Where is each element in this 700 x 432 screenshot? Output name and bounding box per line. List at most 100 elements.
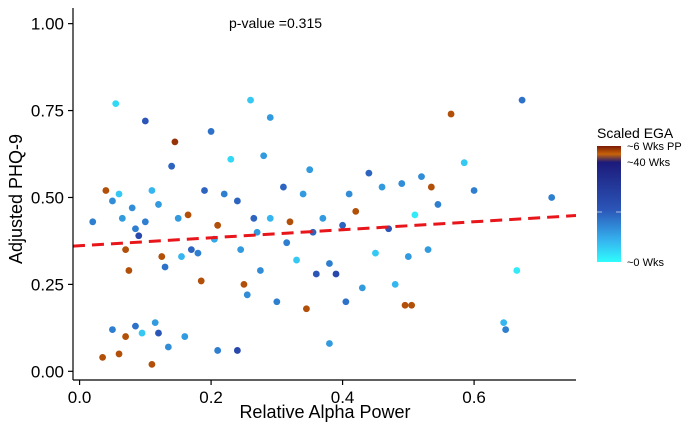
data-point [548,194,556,201]
data-point [171,138,179,146]
data-point [460,159,468,167]
data-point [319,214,327,222]
data-point [326,260,333,267]
legend-label-0wks: ~0 Wks [627,257,664,269]
data-point [220,190,228,198]
data-point [247,96,254,104]
legend-label-6wks-pp: ~6 Wks PP [627,141,682,153]
data-point [128,204,136,212]
x-tick-label: 0.0 [68,388,92,407]
data-point [207,128,215,135]
data-point [233,197,241,205]
data-point [99,354,106,361]
data-point [115,190,123,198]
data-point [470,187,478,194]
y-axis-title: Adjusted PHQ-9 [6,134,26,264]
data-point [408,301,416,309]
data-point [372,249,379,257]
data-point [339,221,346,229]
data-point [102,187,110,194]
data-point [122,246,130,254]
x-tick-label: 0.2 [199,388,223,407]
data-point [411,211,419,219]
data-point [342,298,350,306]
data-point [434,201,442,208]
data-point [227,155,235,163]
data-point [214,221,222,229]
data-point [125,267,133,274]
x-axis-title: Relative Alpha Power [239,402,410,422]
x-tick-label: 0.6 [462,388,486,407]
data-point [447,110,455,118]
data-point [168,162,176,170]
data-point [260,152,268,160]
legend-colorbar [597,146,621,262]
data-point [303,305,310,313]
data-point [141,218,149,226]
data-point [365,169,373,177]
data-point [286,218,294,226]
data-point [197,277,205,285]
data-point [161,263,169,271]
data-point [358,284,366,292]
data-point [240,280,248,288]
legend-title: Scaled EGA [597,125,674,141]
data-point [243,291,251,299]
data-point [174,214,182,222]
y-axis-ticks: 0.00 0.25 0.50 0.75 1.00 [31,15,73,381]
data-point [138,329,146,337]
data-point [401,301,409,309]
data-point [345,190,353,198]
x-axis-ticks: 0.0 0.2 0.4 0.6 [68,380,486,407]
data-point [404,253,412,260]
data-point [427,183,435,191]
data-point [424,246,432,254]
data-point [118,214,126,222]
y-tick-label: 1.00 [31,15,64,34]
data-point [132,322,139,330]
data-point [184,211,192,219]
data-point [326,340,333,347]
x-tick-label: 0.4 [331,388,355,407]
y-tick-label: 0.50 [31,188,64,207]
data-point [256,267,264,274]
data-point [148,187,156,194]
data-point [155,329,162,337]
p-value-annotation: p-value =0.315 [229,15,322,31]
data-point [306,166,314,174]
data-point [398,180,406,187]
data-point [115,350,123,358]
data-point [391,280,399,288]
data-point [109,197,116,205]
data-point [352,207,360,215]
data-point [233,347,241,354]
data-point [266,214,274,222]
data-point [237,246,245,254]
data-point [194,249,202,257]
data-point [178,253,185,260]
data-point [513,267,521,274]
data-point [148,360,156,368]
data-point [299,190,307,198]
data-point [418,173,425,181]
data-point [312,270,320,278]
legend-label-40wks: ~40 Wks [627,157,671,169]
data-point [280,183,287,191]
data-point [201,187,208,194]
data-point [273,298,281,306]
data-point [378,183,386,191]
data-point [187,246,195,254]
data-point [502,326,510,333]
data-point [132,225,139,233]
data-point [181,333,189,340]
data-point [89,218,97,226]
data-point [155,201,162,208]
data-point [122,333,130,340]
y-tick-label: 0.25 [31,275,64,294]
data-points [89,96,556,368]
data-point [109,326,116,333]
data-point [135,232,143,240]
y-tick-label: 0.75 [31,102,64,121]
data-point [283,239,291,247]
